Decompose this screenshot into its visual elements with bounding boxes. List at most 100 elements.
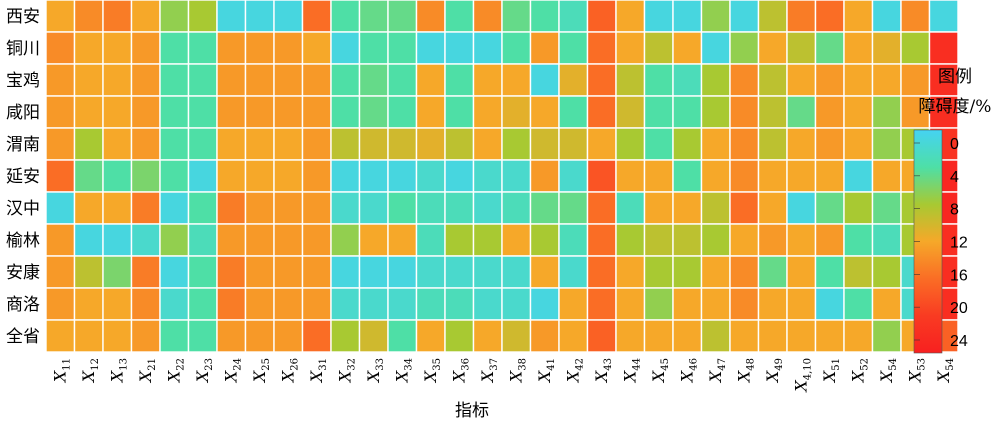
heatmap-cell: [871, 63, 902, 97]
heatmap-cell: [73, 255, 104, 289]
heatmap-cell: [187, 127, 218, 161]
heatmap-cell: [159, 319, 190, 353]
heatmap-cell: [273, 159, 304, 193]
legend-tick-label: 24: [950, 333, 968, 350]
heatmap-cell: [615, 95, 646, 129]
column-label: X22: [164, 358, 186, 384]
heatmap-cell: [472, 255, 503, 289]
heatmap-cell: [643, 95, 674, 129]
heatmap-cell: [757, 159, 788, 193]
heatmap-cell: [444, 0, 475, 33]
heatmap-cell: [273, 0, 304, 33]
heatmap-cell: [159, 223, 190, 257]
heatmap-cell: [187, 159, 218, 193]
heatmap-cell: [444, 191, 475, 225]
heatmap-cell: [643, 159, 674, 193]
heatmap-cell: [159, 31, 190, 65]
heatmap-cell: [586, 159, 617, 193]
heatmap-cell: [244, 255, 275, 289]
heatmap-cell: [130, 127, 161, 161]
heatmap-cell: [45, 95, 76, 129]
heatmap-cell: [244, 159, 275, 193]
heatmap-cell: [216, 0, 247, 33]
heatmap-cell: [786, 63, 817, 97]
heatmap-cell: [387, 287, 418, 321]
heatmap-cell: [672, 287, 703, 321]
heatmap-cell: [216, 223, 247, 257]
heatmap-cell: [843, 95, 874, 129]
heatmap-cell: [415, 287, 446, 321]
heatmap-cell: [244, 319, 275, 353]
heatmap-cell: [216, 287, 247, 321]
heatmap-cell: [700, 31, 731, 65]
heatmap-cell: [387, 95, 418, 129]
heatmap-cell: [729, 95, 760, 129]
heatmap-cell: [843, 63, 874, 97]
heatmap-cell: [672, 63, 703, 97]
heatmap-cell: [643, 191, 674, 225]
row-label: 咸阳: [6, 103, 40, 123]
heatmap-cell: [73, 127, 104, 161]
heatmap-cell: [615, 127, 646, 161]
heatmap-cell: [73, 223, 104, 257]
column-label: X33: [364, 358, 386, 384]
heatmap-cell: [814, 0, 845, 33]
heatmap-cell: [558, 127, 589, 161]
heatmap-cell: [672, 95, 703, 129]
column-label: X51: [820, 358, 842, 384]
heatmap-cell: [45, 127, 76, 161]
heatmap-cell: [273, 223, 304, 257]
heatmap-cell: [615, 223, 646, 257]
heatmap-cell: [301, 95, 332, 129]
heatmap-cell: [102, 63, 133, 97]
heatmap-cell: [130, 319, 161, 353]
heatmap-cell: [358, 0, 389, 33]
heatmap-cell: [672, 255, 703, 289]
heatmap-cell: [757, 255, 788, 289]
heatmap-cell: [472, 95, 503, 129]
heatmap-cell: [45, 223, 76, 257]
heatmap-cell: [729, 223, 760, 257]
heatmap-cell: [786, 255, 817, 289]
legend: 图例 障碍度/% 0 4 8 12 16 20 24: [913, 67, 991, 354]
heatmap-cell: [529, 255, 560, 289]
heatmap-cell: [387, 319, 418, 353]
heatmap-cell: [387, 63, 418, 97]
heatmap-cell: [786, 287, 817, 321]
heatmap-cell: [643, 223, 674, 257]
heatmap-cell: [244, 127, 275, 161]
column-label: X23: [193, 358, 215, 384]
heatmap-cell: [130, 0, 161, 33]
column-label: X11: [50, 358, 72, 384]
heatmap-cell: [330, 127, 361, 161]
heatmap-cell: [472, 63, 503, 97]
heatmap-cell: [387, 0, 418, 33]
heatmap-cell: [472, 127, 503, 161]
heatmap-cell: [358, 319, 389, 353]
heatmap-cell: [415, 95, 446, 129]
heatmap-cell: [729, 287, 760, 321]
heatmap-cell: [330, 287, 361, 321]
heatmap-cell: [871, 31, 902, 65]
heatmap-cell: [244, 191, 275, 225]
heatmap-cell: [786, 31, 817, 65]
heatmap-cell: [700, 63, 731, 97]
heatmap-cell: [216, 159, 247, 193]
x-axis-label: 指标: [455, 401, 489, 421]
heatmap-cell: [472, 287, 503, 321]
heatmap-cell: [700, 255, 731, 289]
heatmap-cell: [159, 63, 190, 97]
heatmap-cell: [387, 255, 418, 289]
heatmap-cell: [301, 159, 332, 193]
heatmap-cell: [415, 223, 446, 257]
heatmap-cell: [102, 159, 133, 193]
heatmap-cell: [672, 127, 703, 161]
heatmap-cell: [444, 319, 475, 353]
heatmap-cell: [672, 223, 703, 257]
heatmap-cell: [244, 95, 275, 129]
heatmap-cell: [73, 287, 104, 321]
row-label: 西安: [6, 7, 40, 27]
heatmap-cell: [330, 319, 361, 353]
